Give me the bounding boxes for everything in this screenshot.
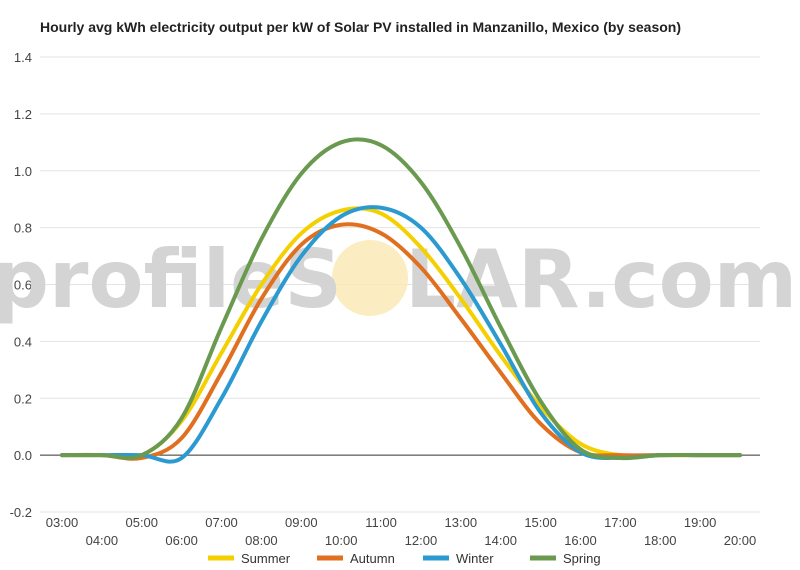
series-lines bbox=[60, 137, 742, 464]
x-tick-label: 09:00 bbox=[285, 515, 318, 530]
x-tick-label: 05:00 bbox=[125, 515, 158, 530]
x-tick-label: 20:00 bbox=[724, 533, 757, 548]
x-tick-label: 15:00 bbox=[524, 515, 557, 530]
y-axis-ticks: -0.2 0.0 0.2 0.4 0.6 0.8 1.0 1.2 1.4 bbox=[10, 50, 32, 520]
y-tick-label: -0.2 bbox=[10, 505, 32, 520]
y-tick-label: 0.4 bbox=[14, 334, 32, 349]
y-tick-label: 1.4 bbox=[14, 50, 32, 65]
series-line-spring bbox=[60, 137, 742, 461]
y-tick-label: 0.2 bbox=[14, 391, 32, 406]
x-tick-label: 07:00 bbox=[205, 515, 238, 530]
x-tick-label: 08:00 bbox=[245, 533, 278, 548]
legend-label-winter: Winter bbox=[456, 551, 494, 566]
x-tick-label: 19:00 bbox=[684, 515, 717, 530]
y-tick-label: 0.0 bbox=[14, 448, 32, 463]
legend: Summer Autumn Winter Spring bbox=[208, 551, 601, 566]
x-tick-label: 04:00 bbox=[86, 533, 119, 548]
x-tick-label: 06:00 bbox=[165, 533, 198, 548]
watermark-sun-icon bbox=[332, 240, 408, 316]
chart-title: Hourly avg kWh electricity output per kW… bbox=[40, 19, 682, 35]
x-tick-label: 18:00 bbox=[644, 533, 677, 548]
x-tick-label: 03:00 bbox=[46, 515, 79, 530]
y-tick-label: 1.2 bbox=[14, 107, 32, 122]
y-tick-label: 1.0 bbox=[14, 164, 32, 179]
y-tick-label: 0.8 bbox=[14, 221, 32, 236]
x-tick-label: 16:00 bbox=[564, 533, 597, 548]
legend-label-spring: Spring bbox=[563, 551, 601, 566]
watermark-text-right: LAR.com bbox=[405, 233, 797, 326]
x-tick-label: 17:00 bbox=[604, 515, 637, 530]
legend-label-summer: Summer bbox=[241, 551, 291, 566]
x-tick-label: 10:00 bbox=[325, 533, 358, 548]
y-tick-label: 0.6 bbox=[14, 278, 32, 293]
x-tick-label: 11:00 bbox=[365, 515, 397, 530]
legend-label-autumn: Autumn bbox=[350, 551, 395, 566]
x-tick-label: 14:00 bbox=[484, 533, 517, 548]
x-tick-label: 13:00 bbox=[445, 515, 478, 530]
series-line-autumn bbox=[60, 222, 742, 461]
x-axis-ticks: 03:00 04:00 05:00 06:00 07:00 08:00 09:00 10:00… bbox=[46, 515, 757, 548]
x-tick-label: 12:00 bbox=[405, 533, 438, 548]
